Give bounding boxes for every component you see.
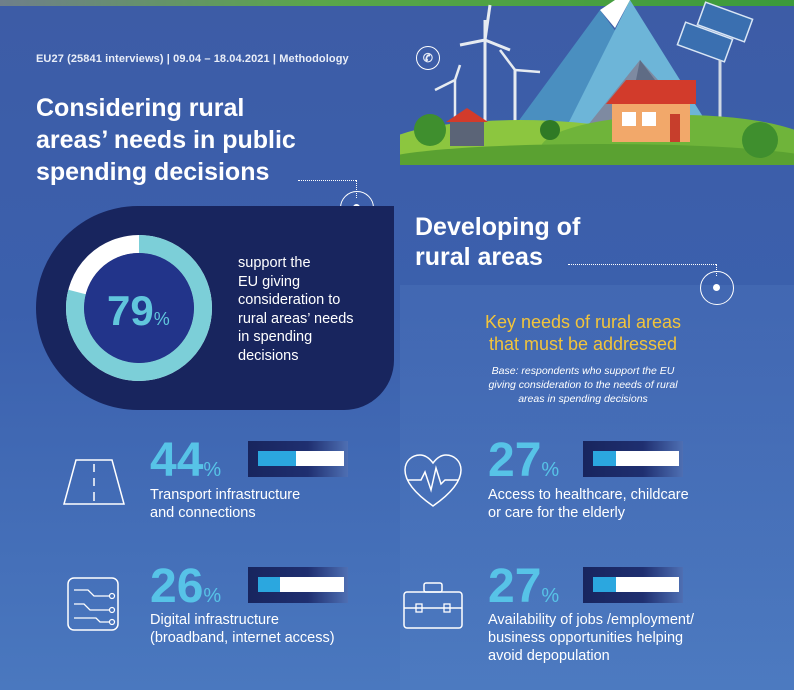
support-percent: 79% xyxy=(107,287,170,335)
stat-description-line: Transport infrastructure xyxy=(150,487,301,503)
support-text-line: in spending xyxy=(238,329,313,345)
main-title: Considering rural areas’ needs in public… xyxy=(36,92,366,188)
survey-meta: EU27 (25841 interviews) | 09.04 – 18.04.… xyxy=(36,46,440,70)
base-note-line: areas in spending decisions xyxy=(518,393,648,405)
stat-description-line: and connections xyxy=(150,505,256,521)
stat-number: 44 xyxy=(150,434,204,487)
stat-bar-track xyxy=(593,451,679,466)
stat-description-line: Digital infrastructure xyxy=(150,612,279,628)
stat-bar xyxy=(248,441,348,477)
support-percent-value: 79 xyxy=(107,287,154,334)
support-description: support the EU giving consideration to r… xyxy=(238,254,388,365)
stat-description-line: Access to healthcare, childcare xyxy=(488,487,689,503)
support-text-line: rural areas’ needs xyxy=(238,310,354,327)
rural-landscape-illustration xyxy=(400,0,794,165)
briefcase-icon xyxy=(403,582,463,629)
developing-title-line: rural areas xyxy=(415,243,543,271)
stat-number: 27 xyxy=(488,434,542,487)
stat-number: 27 xyxy=(488,560,542,613)
base-note-line: giving consideration to the needs of rur… xyxy=(488,379,678,391)
stat-description: Transport infrastructure and connections xyxy=(150,486,390,522)
stat-bar-fill xyxy=(258,577,281,592)
stat-unit: % xyxy=(541,585,560,607)
stat-unit: % xyxy=(203,585,222,607)
stat-description-line: avoid depopulation xyxy=(488,648,610,664)
stat-bar-fill xyxy=(593,577,617,592)
key-needs-panel xyxy=(400,285,794,690)
stat-unit: % xyxy=(203,459,222,481)
support-text-line: support the xyxy=(238,255,311,271)
stat-value: 44% xyxy=(150,437,221,494)
stat-bar-track xyxy=(258,451,344,466)
dotted-connector xyxy=(568,264,716,265)
stat-bar-track xyxy=(593,577,679,592)
circuit-icon xyxy=(67,577,119,631)
stat-number: 26 xyxy=(150,560,204,613)
support-text-line: EU giving xyxy=(238,273,301,290)
stat-bar xyxy=(583,441,683,477)
stat-unit: % xyxy=(541,459,560,481)
stat-description-line: business opportunities helping xyxy=(488,630,684,646)
main-title-line: areas’ needs in public xyxy=(36,126,296,154)
stat-bar xyxy=(583,567,683,603)
key-needs-title: Key needs of rural areas that must be ad… xyxy=(440,311,726,355)
support-text-line: decisions xyxy=(238,347,299,364)
dotted-connector xyxy=(716,264,717,276)
donut-value-arc xyxy=(66,235,212,381)
survey-meta-text: EU27 (25841 interviews) | 09.04 – 18.04.… xyxy=(36,53,349,65)
support-text-line: consideration to xyxy=(238,292,341,308)
stat-bar xyxy=(248,567,348,603)
donut-center xyxy=(84,253,194,363)
stat-bar-fill xyxy=(593,451,617,466)
stat-description: Digital infrastructure (broadband, inter… xyxy=(150,611,390,647)
stat-value: 26% xyxy=(150,563,221,620)
stat-value: 27% xyxy=(488,563,559,620)
stat-value: 27% xyxy=(488,437,559,494)
support-percent-unit: % xyxy=(153,309,170,329)
stat-description-line: (broadband, internet access) xyxy=(150,630,335,646)
main-title-line: spending decisions xyxy=(36,158,270,186)
developing-title-line: Developing of xyxy=(415,213,581,241)
stat-bar-track xyxy=(258,577,344,592)
top-stripe xyxy=(0,0,794,6)
dotted-connector xyxy=(298,180,356,181)
main-title-line: Considering rural xyxy=(36,94,245,122)
section-marker-icon xyxy=(700,271,734,305)
stat-description-line: Availability of jobs /employment/ xyxy=(488,612,695,628)
heartbeat-icon xyxy=(404,454,462,507)
stat-description: Access to healthcare, childcare or care … xyxy=(488,486,788,522)
base-note: Base: respondents who support the EU giv… xyxy=(440,364,726,406)
stat-description-line: or care for the elderly xyxy=(488,505,626,521)
stat-description: Availability of jobs /employment/ busine… xyxy=(488,611,788,665)
dotted-connector xyxy=(356,180,357,198)
key-needs-title-line: Key needs of rural areas xyxy=(484,312,682,332)
phone-icon[interactable]: ✆ xyxy=(416,46,440,70)
key-needs-title-line: that must be addressed xyxy=(488,334,678,354)
developing-title: Developing of rural areas xyxy=(415,212,580,272)
road-icon xyxy=(63,459,125,505)
base-note-line: Base: respondents who support the EU xyxy=(491,365,675,377)
stat-bar-fill xyxy=(258,451,296,466)
support-donut-chart xyxy=(66,235,212,381)
